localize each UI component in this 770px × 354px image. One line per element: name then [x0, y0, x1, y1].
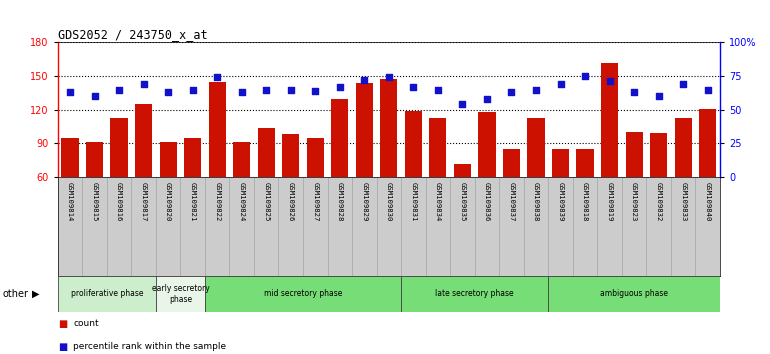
- Bar: [601, 63, 618, 177]
- Bar: [356, 83, 373, 177]
- Point: [530, 87, 542, 92]
- Bar: [401, 276, 548, 312]
- Text: late secretory phase: late secretory phase: [435, 289, 514, 298]
- Bar: [675, 118, 691, 177]
- Bar: [548, 276, 720, 312]
- Point: [358, 77, 370, 83]
- Text: GSM109817: GSM109817: [141, 182, 146, 221]
- Point: [64, 90, 76, 95]
- Text: GSM109836: GSM109836: [484, 182, 490, 221]
- Text: GSM109832: GSM109832: [655, 182, 661, 221]
- Bar: [306, 138, 324, 177]
- Point: [89, 93, 101, 99]
- Text: GSM109829: GSM109829: [361, 182, 367, 221]
- Bar: [110, 118, 128, 177]
- Point: [701, 87, 714, 92]
- Text: ▶: ▶: [32, 289, 40, 299]
- Text: GSM109825: GSM109825: [263, 182, 270, 221]
- Point: [309, 88, 321, 94]
- Bar: [86, 142, 103, 177]
- Point: [579, 73, 591, 79]
- Bar: [503, 149, 520, 177]
- Text: GSM109831: GSM109831: [410, 182, 417, 221]
- Text: mid secretory phase: mid secretory phase: [264, 289, 342, 298]
- Bar: [527, 118, 544, 177]
- Text: GSM109818: GSM109818: [582, 182, 588, 221]
- Bar: [282, 135, 300, 177]
- Point: [604, 79, 616, 84]
- Bar: [58, 276, 156, 312]
- Bar: [62, 138, 79, 177]
- Text: GSM109814: GSM109814: [67, 182, 73, 221]
- Bar: [380, 80, 397, 177]
- Bar: [156, 276, 205, 312]
- Point: [137, 81, 149, 87]
- Text: GSM109833: GSM109833: [680, 182, 686, 221]
- Text: GSM109837: GSM109837: [508, 182, 514, 221]
- Bar: [430, 118, 447, 177]
- Bar: [159, 142, 176, 177]
- Point: [260, 87, 273, 92]
- Bar: [331, 98, 348, 177]
- Point: [457, 102, 469, 107]
- Bar: [625, 132, 643, 177]
- Point: [652, 93, 665, 99]
- Text: GSM109824: GSM109824: [239, 182, 245, 221]
- Text: GSM109815: GSM109815: [92, 182, 98, 221]
- Point: [285, 87, 297, 92]
- Point: [333, 84, 346, 90]
- Point: [677, 81, 689, 87]
- Point: [186, 87, 199, 92]
- Point: [211, 75, 223, 80]
- Text: GSM109816: GSM109816: [116, 182, 122, 221]
- Text: GSM109834: GSM109834: [435, 182, 441, 221]
- Bar: [650, 133, 668, 177]
- Text: GSM109827: GSM109827: [313, 182, 318, 221]
- Text: ■: ■: [58, 342, 67, 352]
- Bar: [577, 149, 594, 177]
- Point: [505, 90, 517, 95]
- Text: GSM109839: GSM109839: [557, 182, 564, 221]
- Text: GSM109838: GSM109838: [533, 182, 539, 221]
- Point: [480, 96, 493, 102]
- Text: GDS2052 / 243750_x_at: GDS2052 / 243750_x_at: [58, 28, 207, 41]
- Text: early secretory
phase: early secretory phase: [152, 284, 209, 303]
- Point: [628, 90, 641, 95]
- Bar: [552, 149, 569, 177]
- Bar: [478, 112, 496, 177]
- Text: GSM109823: GSM109823: [631, 182, 637, 221]
- Text: GSM109822: GSM109822: [214, 182, 220, 221]
- Text: GSM109826: GSM109826: [288, 182, 293, 221]
- Text: GSM109821: GSM109821: [189, 182, 196, 221]
- Text: GSM109840: GSM109840: [705, 182, 711, 221]
- Point: [383, 75, 395, 80]
- Text: ambiguous phase: ambiguous phase: [600, 289, 668, 298]
- Bar: [699, 109, 716, 177]
- Bar: [135, 104, 152, 177]
- Bar: [205, 276, 401, 312]
- Text: GSM109835: GSM109835: [460, 182, 465, 221]
- Bar: [233, 142, 250, 177]
- Text: GSM109828: GSM109828: [336, 182, 343, 221]
- Bar: [454, 164, 471, 177]
- Text: ■: ■: [58, 319, 67, 329]
- Text: count: count: [73, 319, 99, 329]
- Text: percentile rank within the sample: percentile rank within the sample: [73, 342, 226, 352]
- Text: proliferative phase: proliferative phase: [71, 289, 143, 298]
- Text: other: other: [2, 289, 28, 299]
- Point: [162, 90, 174, 95]
- Bar: [405, 111, 422, 177]
- Point: [432, 87, 444, 92]
- Text: GSM109830: GSM109830: [386, 182, 392, 221]
- Text: GSM109820: GSM109820: [165, 182, 171, 221]
- Point: [113, 87, 126, 92]
- Point: [407, 84, 420, 90]
- Bar: [209, 82, 226, 177]
- Point: [236, 90, 248, 95]
- Bar: [258, 128, 275, 177]
- Point: [554, 81, 567, 87]
- Bar: [184, 138, 201, 177]
- Text: GSM109819: GSM109819: [607, 182, 613, 221]
